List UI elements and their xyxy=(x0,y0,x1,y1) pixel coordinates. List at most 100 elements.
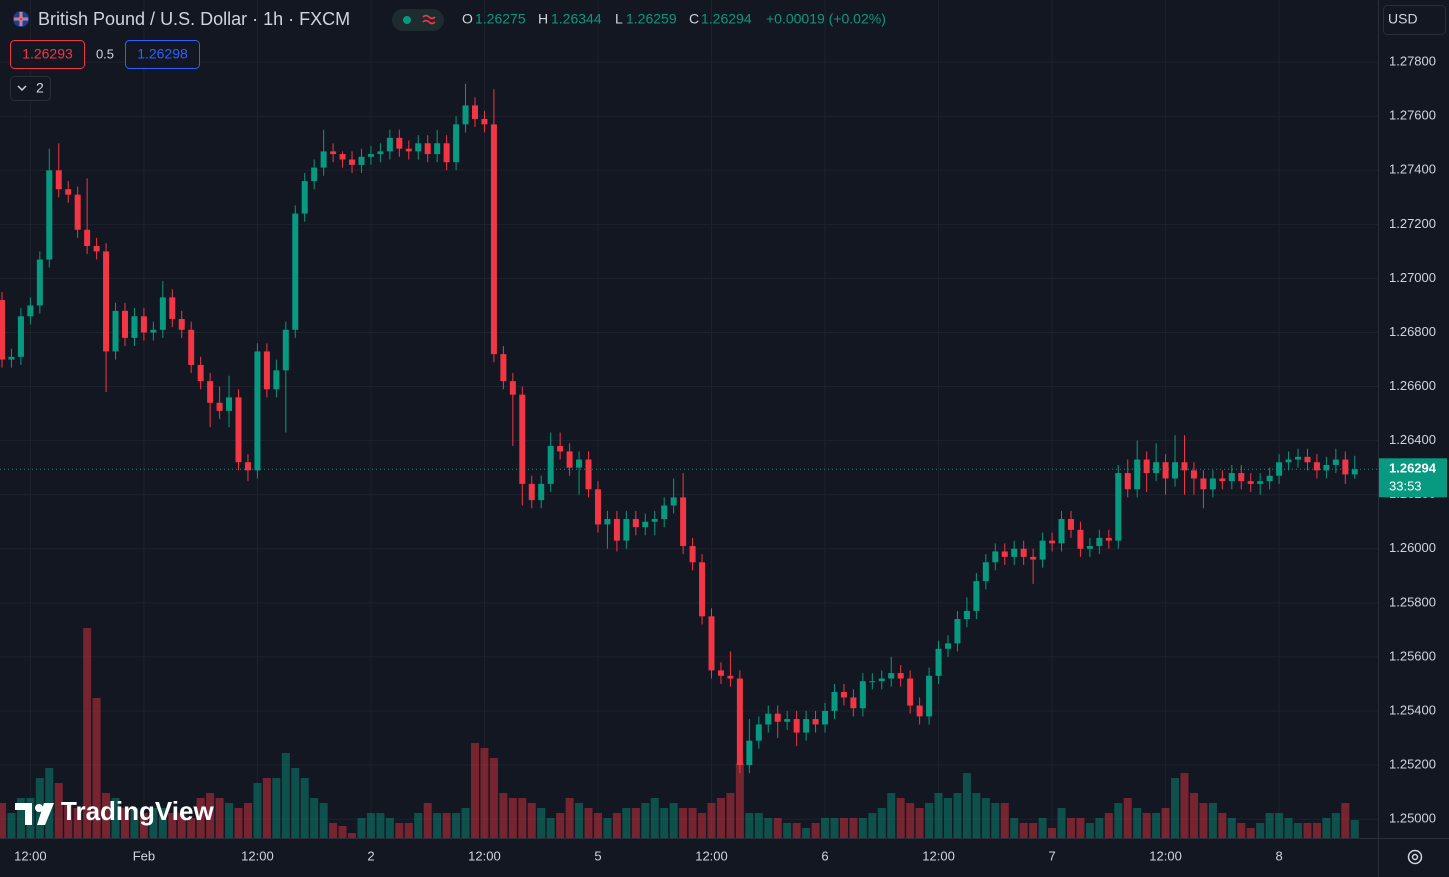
candle-body xyxy=(528,483,535,501)
volume-bar xyxy=(612,813,621,838)
sell-button[interactable] xyxy=(10,40,85,69)
volume-bar xyxy=(281,753,290,838)
candle-body xyxy=(1105,537,1112,541)
sell-price[interactable]: 1.26293 xyxy=(22,46,73,62)
change-value: +0.00019 (+0.02%) xyxy=(766,11,886,27)
volume-bar xyxy=(319,803,328,838)
volume-bar xyxy=(518,798,527,838)
candle-body xyxy=(1030,556,1037,560)
candle-body xyxy=(1162,462,1169,479)
settings-icon-center xyxy=(1411,853,1419,861)
market-open-dot xyxy=(403,16,411,24)
candles xyxy=(0,83,1358,774)
volume-bar xyxy=(1227,818,1236,838)
currency-button[interactable] xyxy=(1383,5,1446,35)
volume-bar xyxy=(1350,820,1359,838)
candle-body xyxy=(349,159,356,165)
last-price-label: 1.26294 xyxy=(1389,461,1437,476)
candle-body xyxy=(1067,519,1074,530)
candle-body xyxy=(1247,481,1254,484)
candle-body xyxy=(736,678,743,766)
volume-bar xyxy=(622,808,631,838)
volume-bar xyxy=(139,813,148,838)
y-tick-label: 1.27200 xyxy=(1389,216,1436,231)
y-tick-label: 1.27600 xyxy=(1389,108,1436,123)
volume-bar xyxy=(839,818,848,838)
candle-body xyxy=(443,143,450,163)
candle-body xyxy=(178,318,185,330)
candle-body xyxy=(263,351,270,390)
candle-body xyxy=(935,648,942,676)
candle-body xyxy=(1020,548,1027,557)
candle-body xyxy=(1190,470,1197,479)
candle-body xyxy=(793,719,800,733)
volume-bar xyxy=(925,803,934,838)
volume-bar xyxy=(92,698,101,838)
volume-bar xyxy=(811,823,820,838)
candle-body xyxy=(65,189,72,195)
volume-bar xyxy=(877,808,886,838)
volume-bar xyxy=(641,803,650,838)
settings-button[interactable] xyxy=(1407,849,1423,865)
y-tick-label: 1.27000 xyxy=(1389,270,1436,285)
volume-bar xyxy=(527,803,536,838)
candle-body xyxy=(1313,462,1320,471)
volume-bar xyxy=(858,818,867,838)
candle-body xyxy=(651,519,658,522)
candle-body xyxy=(27,305,34,317)
volume-bar xyxy=(1265,813,1274,838)
volume-bar xyxy=(1085,823,1094,838)
volume-bar xyxy=(130,808,139,838)
volume-bar xyxy=(272,778,281,838)
volume-bar xyxy=(206,793,215,838)
candle-body xyxy=(680,497,687,547)
candle-body xyxy=(216,402,223,411)
logo-mark-t xyxy=(15,803,32,825)
candle-body xyxy=(585,459,592,490)
indicators-toggle[interactable] xyxy=(10,76,51,101)
volume-bar xyxy=(1010,818,1019,838)
candle-body xyxy=(1011,548,1018,557)
symbol-title[interactable]: British Pound / U.S. Dollar · 1h · FXCM xyxy=(38,9,350,29)
volume-bar xyxy=(1048,828,1057,838)
volume-bar xyxy=(1246,828,1255,838)
volume-bar xyxy=(745,813,754,838)
candle-body xyxy=(784,719,791,722)
y-tick-label: 1.26600 xyxy=(1389,378,1436,393)
open-value: 1.26275 xyxy=(475,11,526,27)
status-pill[interactable] xyxy=(392,9,444,31)
buy-button[interactable] xyxy=(125,40,200,69)
candle-body xyxy=(367,154,374,157)
volume-bar xyxy=(158,808,167,838)
volume-bar xyxy=(726,793,735,838)
volume-bar xyxy=(660,808,669,838)
candle-body xyxy=(188,329,195,365)
currency-label[interactable]: USD xyxy=(1388,11,1418,27)
spread: 0.5 xyxy=(96,46,114,61)
candle-body xyxy=(301,181,308,214)
logo-mark-dot xyxy=(35,804,43,812)
volume-bar xyxy=(414,813,423,838)
candle-body xyxy=(8,356,15,360)
settings-icon[interactable] xyxy=(1407,849,1423,865)
volume-bar xyxy=(773,818,782,838)
volume-bar xyxy=(1218,813,1227,838)
volume-bar xyxy=(149,808,158,838)
candle-body xyxy=(1134,459,1141,490)
volume-bar xyxy=(357,818,366,838)
candle-body xyxy=(330,151,337,155)
volume-bar xyxy=(546,818,555,838)
candle-body xyxy=(93,245,100,252)
candle-body xyxy=(405,148,412,152)
volume-bar xyxy=(981,798,990,838)
volume-bar xyxy=(1294,823,1303,838)
volume-bar xyxy=(1029,823,1038,838)
candle-body xyxy=(103,251,110,352)
candle-body xyxy=(1153,462,1160,474)
candle-body xyxy=(661,505,668,520)
candle-body xyxy=(84,229,91,246)
candle-body xyxy=(897,673,904,679)
buy-price[interactable]: 1.26298 xyxy=(137,46,188,62)
candle-body xyxy=(850,697,857,709)
